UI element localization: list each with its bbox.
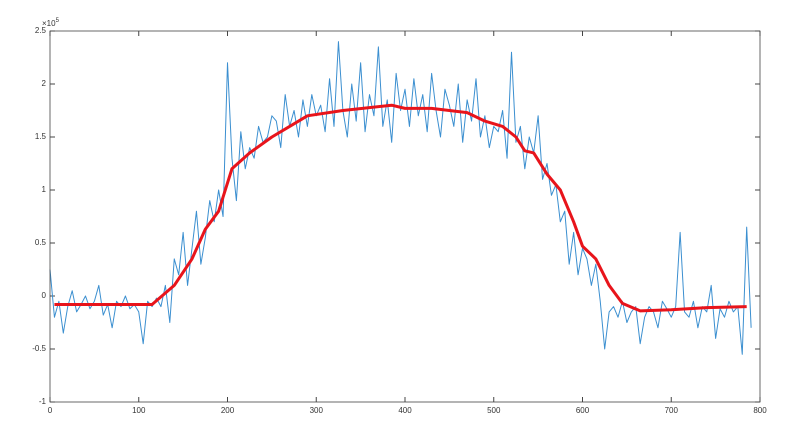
x-tick-label: 200 — [221, 406, 235, 415]
y-tick-label: 2 — [42, 79, 47, 88]
y-tick-label: -0.5 — [32, 344, 46, 353]
y-tick-label: 0.5 — [35, 238, 47, 247]
y-multiplier: ×105 — [42, 18, 60, 29]
y-tick-label: -1 — [39, 397, 47, 406]
x-tick-label: 600 — [576, 406, 590, 415]
y-tick-label: 0 — [42, 291, 47, 300]
y-tick-label: 2.5 — [35, 26, 47, 35]
x-tick-label: 100 — [132, 406, 146, 415]
x-tick-label: 800 — [753, 406, 767, 415]
x-tick-label: 700 — [665, 406, 679, 415]
y-tick-label: 1 — [42, 185, 47, 194]
x-tick-label: 300 — [310, 406, 324, 415]
x-tick-label: 400 — [398, 406, 412, 415]
y-multiplier-base: ×10 — [42, 19, 56, 28]
x-tick-label: 0 — [48, 406, 53, 415]
y-tick-label: 1.5 — [35, 132, 47, 141]
y-exponent: 5 — [56, 18, 60, 24]
x-tick-label: 500 — [487, 406, 501, 415]
series-line — [54, 103, 747, 313]
axes-box — [49, 30, 761, 403]
